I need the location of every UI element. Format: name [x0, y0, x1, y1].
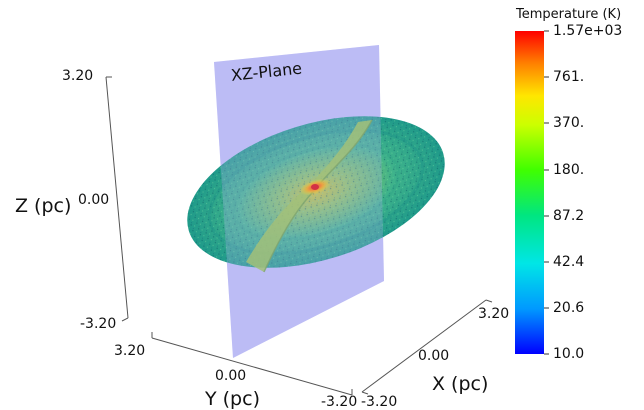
z-axis-line — [105, 76, 129, 319]
x-axis-end-tick — [485, 299, 493, 303]
y-tick-min: -3.20 — [321, 394, 358, 410]
z-axis-bottom-tick — [121, 317, 129, 322]
z-tick-mid: 0.00 — [78, 192, 110, 208]
colorbar — [515, 31, 544, 354]
y-tick-max: 3.20 — [114, 343, 146, 359]
colorbar-tick-3: 180. — [553, 162, 585, 178]
y-axis-line — [151, 337, 353, 396]
y-tick-mid: 0.00 — [215, 368, 247, 384]
x-axis-start-tick — [361, 391, 369, 395]
x-tick-min: -3.20 — [361, 394, 398, 410]
z-tick-max: 3.20 — [62, 68, 94, 84]
y-axis-title: Y (pc) — [205, 388, 260, 410]
xz-plane-overlay — [214, 45, 384, 358]
colorbar-tick-6: 20.6 — [553, 300, 585, 316]
axes-frame — [105, 76, 493, 396]
colorbar-tick-5: 42.4 — [553, 254, 585, 270]
colorbar-title: Temperature (K) — [516, 7, 622, 22]
z-tick-min: -3.20 — [80, 316, 117, 332]
z-axis-title: Z (pc) — [15, 195, 72, 217]
x-axis-line — [361, 299, 487, 393]
hot-core-center — [311, 184, 319, 190]
colorbar-tick-0: 1.57e+03 — [553, 23, 623, 39]
disk-volume — [187, 116, 445, 273]
x-axis-title: X (pc) — [432, 373, 489, 395]
colorbar-tick-7: 10.0 — [553, 346, 585, 362]
x-tick-mid: 0.00 — [418, 348, 450, 364]
colorbar-ticks — [544, 30, 549, 355]
x-tick-max: 3.20 — [478, 306, 510, 322]
colorbar-tick-4: 87.2 — [553, 208, 585, 224]
colorbar-tick-2: 370. — [553, 115, 585, 131]
colorbar-tick-1: 761. — [553, 69, 585, 85]
